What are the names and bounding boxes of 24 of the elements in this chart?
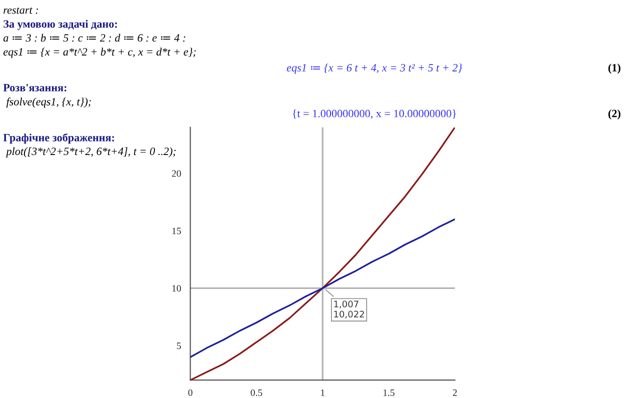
y-tick-label: 15: [172, 228, 181, 234]
y-tick-label: 10: [172, 285, 181, 292]
line-series: [190, 218, 455, 358]
text: plot([3*t^2+5*t+2, 6*t+4], t = 0 ..2);: [6, 147, 176, 158]
text: За умовою задачі дано:: [4, 20, 117, 30]
text: (2): [608, 109, 620, 120]
annotation: 1,007 10,022: [334, 300, 364, 318]
text: {t = 1.000000000, x = 10.00000000}: [292, 109, 456, 119]
x-tick-label: 0.5: [250, 389, 262, 396]
x-tick-label: 2: [452, 389, 457, 396]
text: eqs1 ≔ {x = 6 t + 4, x = 3 t² + 5 t + 2}: [286, 64, 462, 74]
text: a ≔ 3 : b ≔ 5 : c ≔ 2 : d ≔ 6 : e ≔ 4 :: [3, 34, 186, 42]
text: Розв'язання:: [3, 84, 66, 92]
y-tick-label: 5: [176, 342, 181, 350]
text: eqs1 ≔ {x = a*t^2 + b*t + c, x = d*t + e};: [3, 48, 196, 58]
x-tick-label: 1: [321, 389, 324, 396]
y-tick-label: 20: [172, 170, 181, 177]
x-tick-label: 0: [188, 389, 192, 396]
text: restart :: [4, 7, 38, 14]
text: Графічне зображення:: [3, 133, 114, 144]
x-tick-label: 1.5: [384, 389, 394, 396]
text: fsolve(eqs1, {x, t});: [6, 98, 91, 108]
line-series: [190, 127, 455, 380]
text: (1): [608, 64, 620, 74]
